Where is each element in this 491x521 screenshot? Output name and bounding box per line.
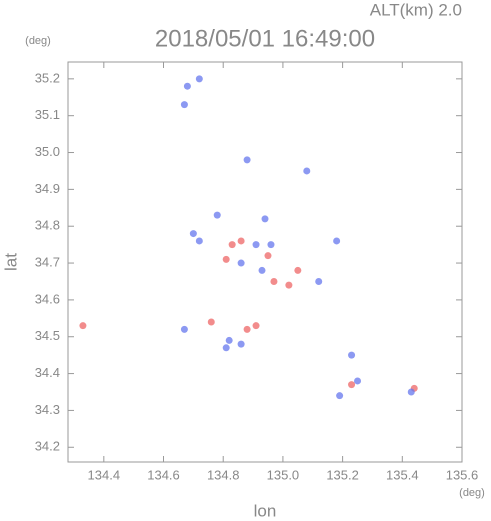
y-tick-label: 35.2 <box>35 70 60 85</box>
echo-point <box>267 241 275 249</box>
echo-point <box>213 211 221 219</box>
echo-point <box>237 340 245 348</box>
x-unit: (deg) <box>459 487 485 499</box>
echo-point <box>180 325 188 333</box>
echo-point <box>285 281 293 289</box>
echo-point <box>258 266 266 274</box>
y-tick-label: 35.0 <box>35 144 60 159</box>
x-tick-label: 135.2 <box>326 467 359 482</box>
echo-point <box>333 237 341 245</box>
echo-point <box>195 75 203 83</box>
echo-point <box>237 259 245 267</box>
y-tick-label: 34.8 <box>35 218 60 233</box>
chart-title: 2018/05/01 16:49:00 <box>155 25 375 52</box>
echo-point <box>348 351 356 359</box>
echo-point <box>79 322 87 330</box>
echo-point <box>222 344 230 352</box>
x-tick-label: 135.0 <box>267 467 300 482</box>
y-tick-label: 34.9 <box>35 181 60 196</box>
echo-point <box>264 252 272 260</box>
echo-point <box>354 377 362 385</box>
echo-point <box>348 381 356 389</box>
echo-point <box>189 230 197 238</box>
echo-point <box>237 237 245 245</box>
echo-point <box>261 215 269 223</box>
x-tick-label: 134.6 <box>147 467 180 482</box>
y-tick-label: 35.1 <box>35 107 60 122</box>
x-axis-label: lon <box>254 501 277 520</box>
echo-point <box>183 82 191 90</box>
x-tick-label: 134.8 <box>207 467 240 482</box>
y-tick-label: 34.6 <box>35 291 60 306</box>
y-tick-label: 34.2 <box>35 439 60 454</box>
x-tick-label: 135.6 <box>446 467 479 482</box>
echo-point <box>195 237 203 245</box>
echo-point <box>407 388 415 396</box>
echo-point <box>303 167 311 175</box>
echo-point <box>270 277 278 285</box>
echo-point <box>180 101 188 109</box>
echo-point <box>243 156 251 164</box>
echo-point <box>294 266 302 274</box>
y-tick-label: 34.7 <box>35 254 60 269</box>
echo-point <box>315 277 323 285</box>
y-axis-label: lat <box>1 253 20 271</box>
y-tick-label: 34.5 <box>35 328 60 343</box>
plot-frame <box>67 61 463 463</box>
echo-point <box>243 325 251 333</box>
y-unit: (deg) <box>25 35 51 47</box>
echo-point <box>207 318 215 326</box>
altitude-label: ALT(km) 2.0 <box>370 0 462 19</box>
x-tick-label: 134.4 <box>88 467 121 482</box>
echo-point <box>228 241 236 249</box>
echo-point <box>252 322 260 330</box>
echo-point <box>336 392 344 400</box>
echo-point <box>222 255 230 263</box>
echo-point <box>252 241 260 249</box>
y-tick-label: 34.3 <box>35 402 60 417</box>
y-tick-label: 34.4 <box>35 365 60 380</box>
echo-point <box>225 336 233 344</box>
x-tick-label: 135.4 <box>386 467 419 482</box>
